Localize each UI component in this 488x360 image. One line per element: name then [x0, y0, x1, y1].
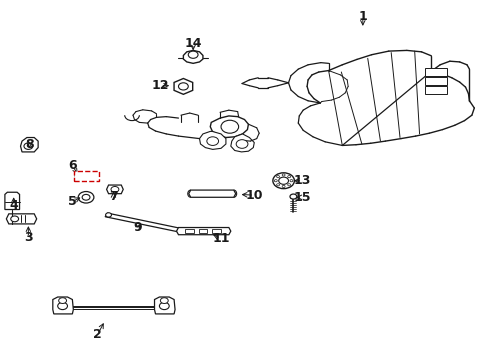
Circle shape [206, 137, 218, 145]
Polygon shape [176, 228, 230, 235]
Text: 5: 5 [68, 195, 77, 208]
Circle shape [160, 298, 168, 303]
Text: 3: 3 [24, 231, 33, 244]
Text: 9: 9 [133, 221, 142, 234]
Circle shape [105, 213, 111, 217]
Circle shape [178, 83, 188, 90]
Circle shape [287, 184, 290, 186]
Circle shape [276, 184, 279, 186]
Text: 10: 10 [245, 189, 263, 202]
Circle shape [289, 180, 292, 182]
Text: 11: 11 [212, 232, 229, 245]
Circle shape [236, 140, 247, 148]
Bar [74, 171, 99, 181]
Circle shape [24, 143, 33, 149]
Polygon shape [212, 229, 221, 233]
Circle shape [287, 176, 290, 178]
Circle shape [78, 192, 94, 203]
Polygon shape [6, 214, 37, 224]
Text: 2: 2 [93, 328, 102, 341]
Polygon shape [198, 229, 207, 233]
Text: 13: 13 [293, 174, 310, 187]
Circle shape [11, 216, 19, 222]
Text: 6: 6 [68, 159, 77, 172]
Text: 1: 1 [358, 10, 366, 23]
Polygon shape [230, 134, 254, 152]
Polygon shape [184, 229, 193, 233]
Polygon shape [188, 190, 235, 197]
Text: 12: 12 [151, 79, 169, 92]
Polygon shape [5, 192, 20, 210]
Text: 15: 15 [293, 191, 310, 204]
Text: 4: 4 [9, 199, 18, 212]
Polygon shape [106, 185, 123, 194]
Text: 8: 8 [25, 138, 34, 150]
Circle shape [82, 194, 90, 200]
Circle shape [282, 185, 285, 188]
Circle shape [274, 180, 277, 182]
Circle shape [272, 173, 294, 189]
Circle shape [58, 302, 67, 310]
Polygon shape [183, 50, 203, 63]
Polygon shape [425, 68, 446, 76]
Text: 14: 14 [184, 37, 202, 50]
Circle shape [188, 51, 198, 58]
Polygon shape [425, 77, 446, 85]
Circle shape [278, 177, 288, 184]
Polygon shape [174, 78, 192, 94]
Polygon shape [105, 213, 182, 232]
Circle shape [276, 176, 279, 178]
Circle shape [221, 120, 238, 133]
Polygon shape [20, 138, 38, 152]
Circle shape [282, 174, 285, 176]
Polygon shape [53, 297, 73, 314]
Polygon shape [199, 131, 225, 149]
Polygon shape [425, 86, 446, 94]
Circle shape [159, 302, 169, 310]
Polygon shape [210, 116, 248, 138]
Circle shape [59, 298, 66, 303]
Circle shape [289, 194, 296, 199]
Circle shape [75, 174, 80, 177]
Circle shape [111, 186, 119, 192]
Text: 7: 7 [109, 190, 118, 203]
Polygon shape [154, 297, 175, 314]
